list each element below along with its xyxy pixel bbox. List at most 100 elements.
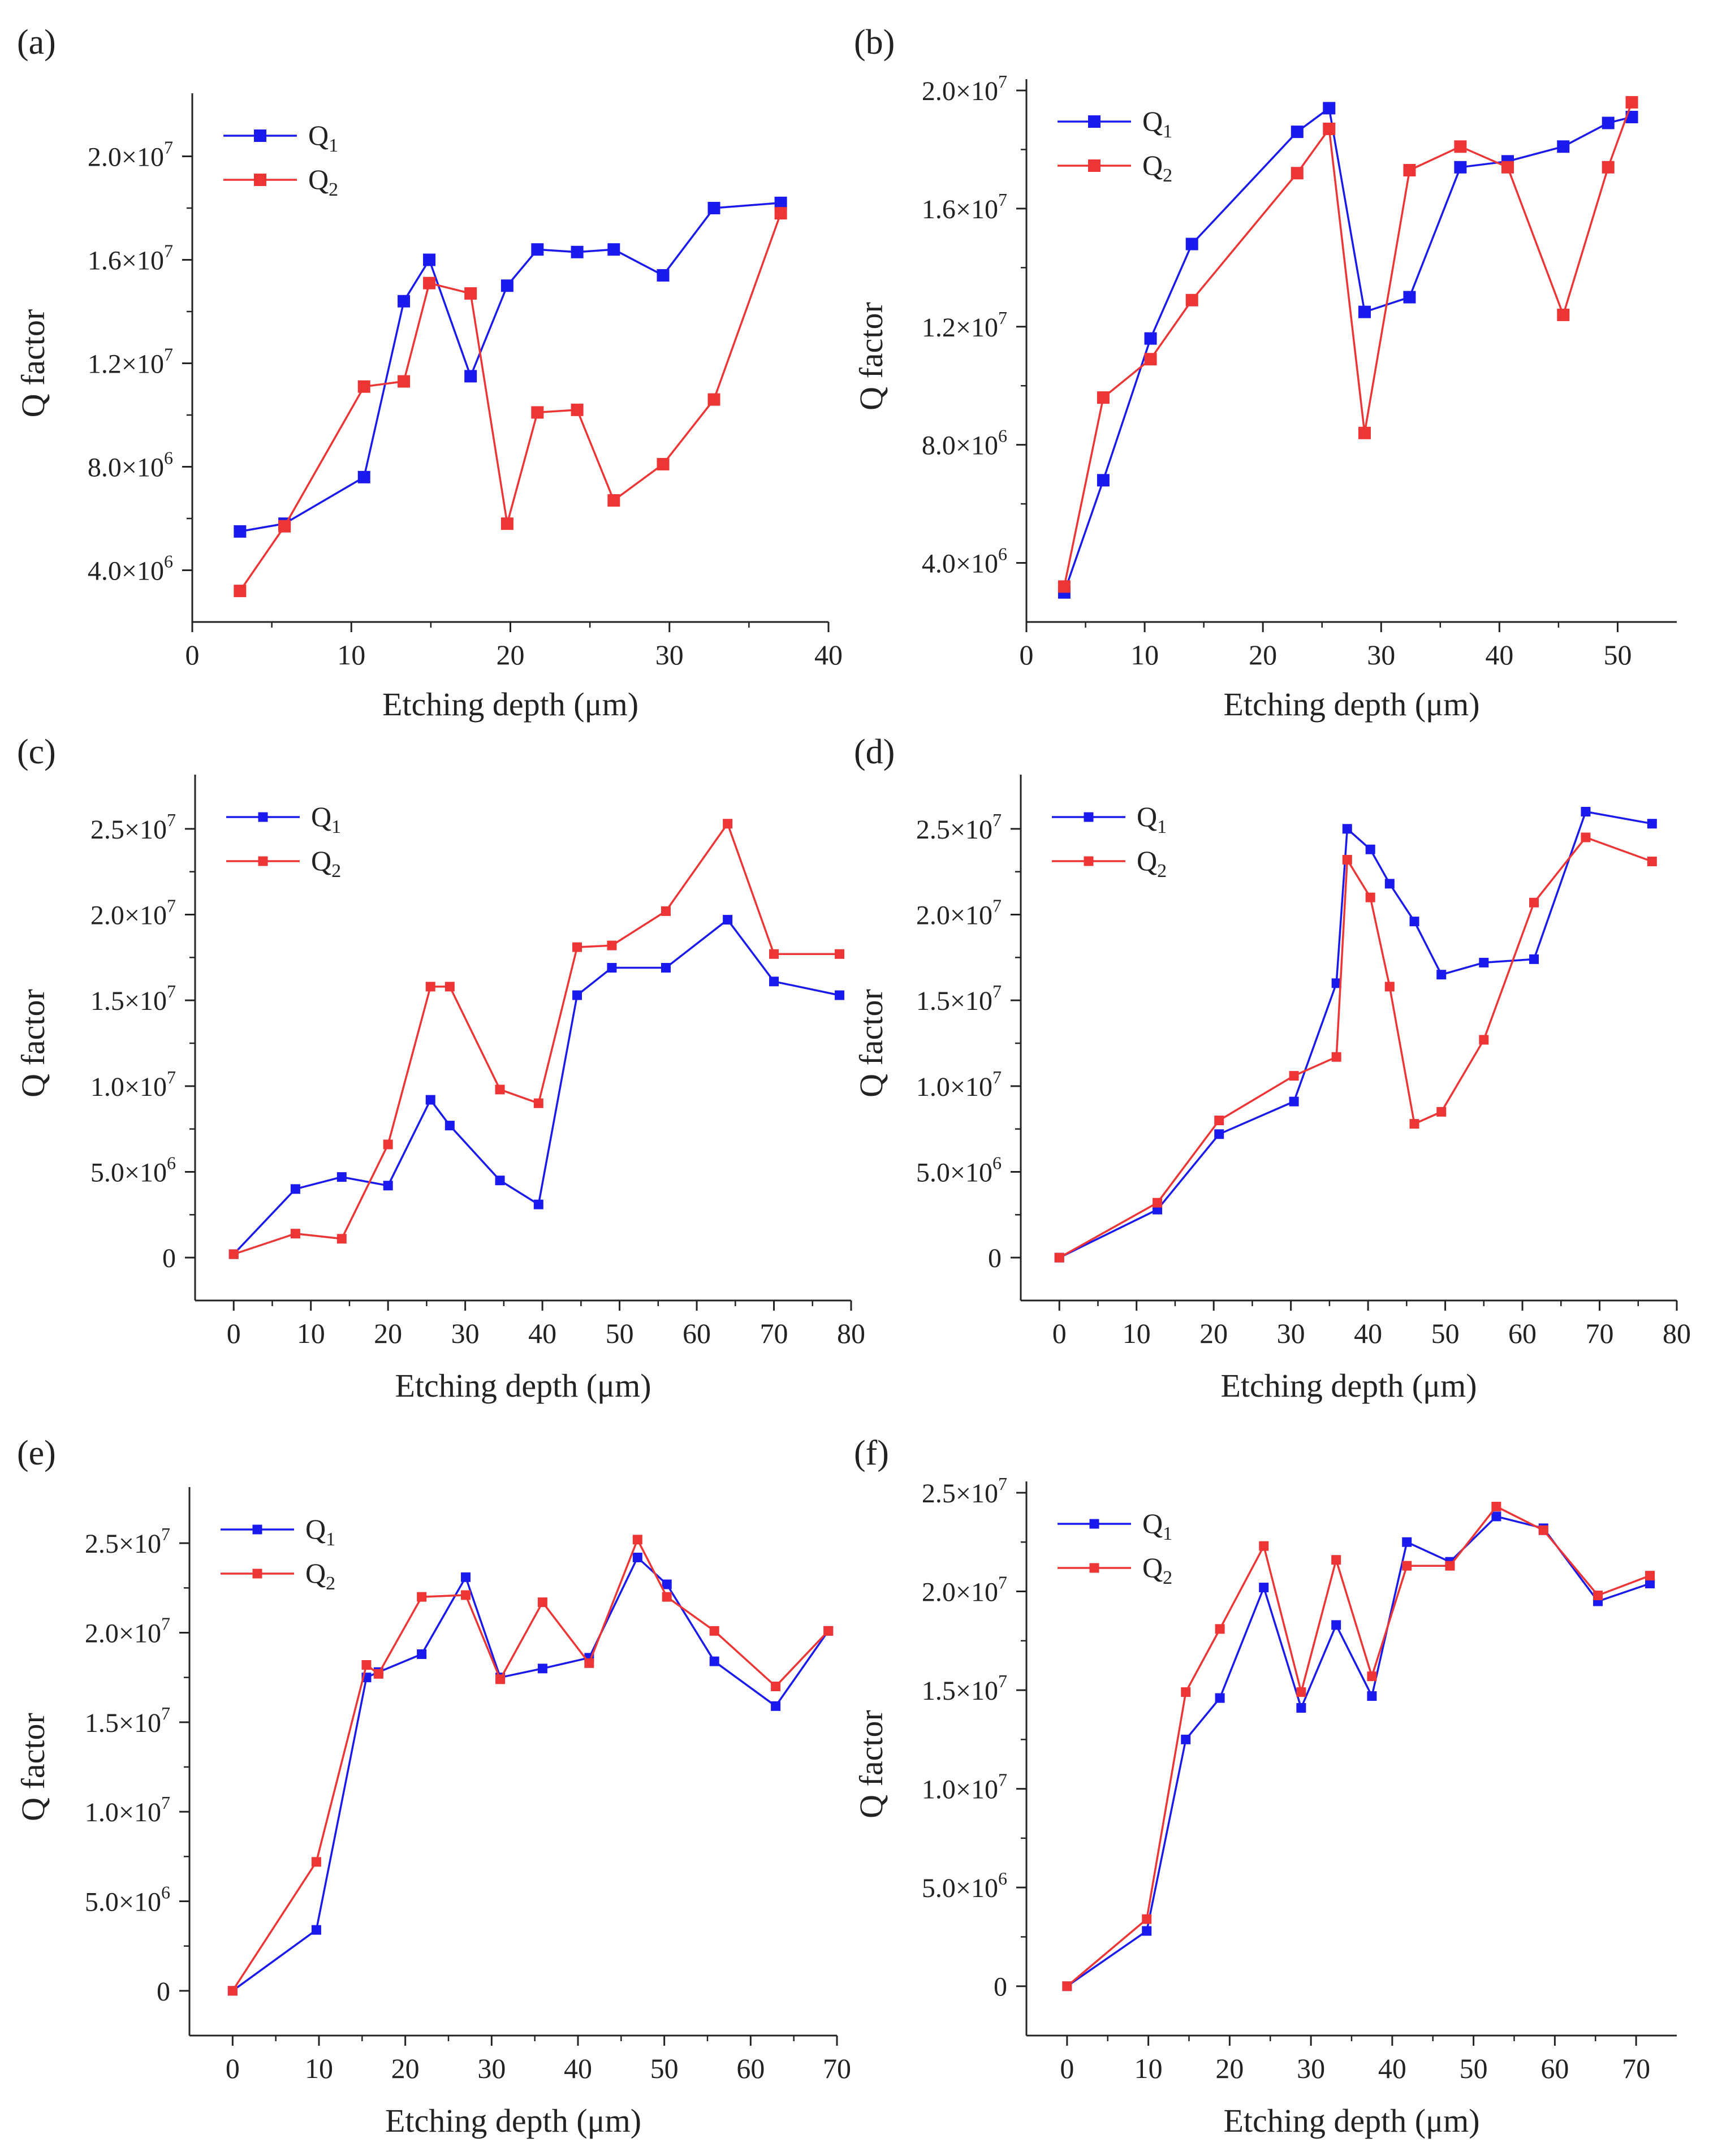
- data-point: [1501, 161, 1514, 174]
- data-point: [357, 470, 370, 483]
- data-point: [607, 494, 620, 507]
- data-point: [1215, 1624, 1225, 1634]
- data-point: [1181, 1734, 1191, 1744]
- data-point: [336, 1234, 347, 1244]
- y-tick-exponent: 7: [161, 1524, 170, 1544]
- data-point: [823, 1626, 834, 1636]
- panel-label: (c): [17, 733, 56, 771]
- data-point: [1331, 1620, 1341, 1630]
- legend-label: Q1: [1137, 801, 1167, 837]
- data-point: [357, 380, 370, 393]
- y-tick-label: 1.6×107: [922, 189, 1007, 224]
- y-tick-label: 2.5×107: [916, 810, 1002, 845]
- data-point: [771, 1682, 781, 1691]
- x-tick-label: 60: [1540, 2053, 1569, 2084]
- legend-subscript: 1: [326, 1529, 335, 1550]
- chart-panel-b: (b)0 10 20 30 40 504.0×1068.0×1061.2×1071.6×1…: [853, 23, 1677, 723]
- y-tick-label: 2.0×107: [922, 71, 1007, 106]
- x-tick-label: 0: [185, 639, 200, 671]
- series-q2: Q2: [223, 163, 787, 598]
- y-tick-mantissa: 5.0: [90, 1158, 124, 1188]
- data-point: [584, 1658, 594, 1668]
- data-point: [1402, 1537, 1412, 1547]
- y-tick-mantissa: 2.5: [90, 815, 124, 845]
- data-point: [423, 253, 436, 266]
- data-point: [1529, 897, 1539, 908]
- y-tick-times: ×10: [122, 453, 164, 483]
- y-tick-mantissa: 5.0: [916, 1158, 950, 1188]
- data-point: [1323, 122, 1336, 135]
- y-tick-label: 5.0×106: [90, 1153, 176, 1188]
- data-point: [495, 1176, 505, 1186]
- y-tick-label: 1.5×107: [85, 1703, 170, 1738]
- y-tick-mantissa: 1.5: [922, 1676, 956, 1706]
- x-tick-label: 20: [1249, 639, 1277, 671]
- series-q1: Q1: [226, 801, 845, 1259]
- data-point: [1365, 892, 1375, 902]
- legend-subscript: 1: [331, 816, 341, 837]
- data-point: [1142, 1926, 1152, 1936]
- data-point: [661, 963, 671, 973]
- x-tick-label: 40: [814, 639, 843, 671]
- x-axis-title: Etching depth (μm): [1223, 686, 1479, 723]
- series-q2: Q2: [1052, 832, 1657, 1263]
- y-tick-exponent: 6: [167, 1153, 176, 1173]
- data-point: [1602, 161, 1615, 174]
- data-point: [1153, 1198, 1163, 1208]
- data-point: [461, 1590, 471, 1600]
- x-tick-label: 0: [1052, 1317, 1067, 1349]
- series-line: [231, 1539, 829, 1991]
- y-tick-label: 2.0×107: [85, 1614, 170, 1649]
- y-tick-times: ×10: [119, 1798, 161, 1827]
- legend-subscript: 2: [1157, 861, 1167, 882]
- data-point: [336, 1172, 347, 1182]
- chart-panel-f: (f)0 10 20 30 40 50 60 7005.0×1061.0×1071.5×107…: [853, 1434, 1677, 2139]
- data-point: [1454, 161, 1467, 174]
- data-point: [1581, 807, 1591, 816]
- y-tick-mantissa: 1.6: [88, 246, 122, 276]
- data-point: [533, 1098, 543, 1108]
- legend-label: Q1: [1142, 1507, 1172, 1544]
- legend-marker: [252, 1524, 262, 1535]
- y-tick-exponent: 7: [167, 896, 176, 916]
- y-tick-mantissa: 2.0: [85, 1619, 119, 1649]
- x-axis-title: Etching depth (μm): [395, 1367, 651, 1404]
- y-tick-exponent: 7: [998, 1474, 1007, 1494]
- series-line: [240, 202, 781, 533]
- y-tick-label: 5.0×106: [85, 1882, 170, 1917]
- data-point: [1062, 1981, 1072, 1991]
- series-q2: Q2: [1058, 96, 1638, 593]
- y-tick-label: 1.5×107: [922, 1671, 1007, 1706]
- legend-name: Q: [308, 119, 329, 151]
- data-point: [723, 819, 733, 829]
- data-point: [707, 393, 720, 406]
- y-tick-times: ×10: [956, 1479, 998, 1509]
- legend-label: Q1: [308, 119, 338, 156]
- data-point: [607, 940, 617, 950]
- data-point: [1289, 1096, 1299, 1107]
- series-q2: Q2: [1058, 1501, 1655, 1991]
- legend-marker: [1088, 115, 1101, 128]
- y-tick-exponent: 6: [164, 551, 173, 572]
- data-point: [383, 1139, 393, 1150]
- y-tick-mantissa: 0: [157, 1977, 170, 2007]
- y-tick-mantissa: 2.5: [922, 1479, 956, 1509]
- y-tick-label: 1.2×107: [88, 344, 173, 379]
- data-point: [495, 1674, 506, 1684]
- y-tick-exponent: 7: [998, 71, 1007, 92]
- data-point: [1331, 978, 1341, 988]
- x-tick-label: 0: [1060, 2053, 1074, 2084]
- data-point: [1323, 102, 1336, 115]
- data-point: [632, 1535, 642, 1545]
- y-tick-label: 1.5×107: [90, 981, 176, 1016]
- y-tick-mantissa: 8.0: [922, 431, 956, 461]
- y-tick-exponent: 6: [998, 1868, 1007, 1889]
- x-tick-label: 10: [1130, 639, 1159, 671]
- legend-label: Q1: [1142, 105, 1172, 142]
- data-point: [769, 949, 779, 959]
- data-point: [1331, 1555, 1341, 1565]
- data-point: [571, 403, 584, 416]
- data-point: [461, 1572, 471, 1582]
- legend-name: Q: [1142, 1552, 1163, 1583]
- x-tick-label: 30: [1297, 2053, 1325, 2084]
